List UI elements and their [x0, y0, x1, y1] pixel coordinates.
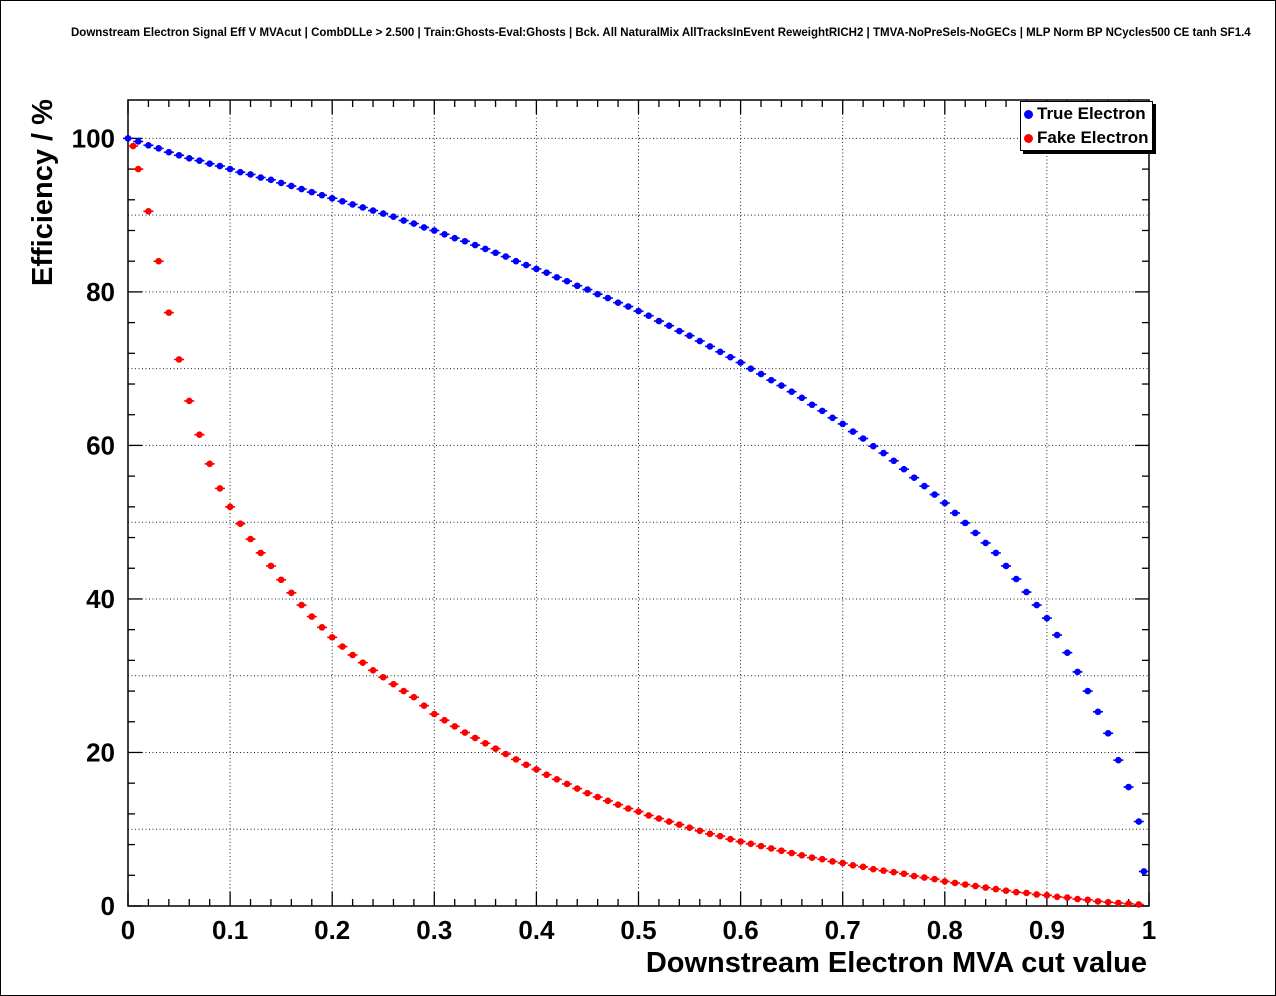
- svg-text:1: 1: [1142, 915, 1156, 945]
- svg-text:60: 60: [86, 430, 115, 460]
- svg-text:80: 80: [86, 277, 115, 307]
- legend: True Electron Fake Electron: [1020, 101, 1153, 151]
- svg-text:0.8: 0.8: [927, 915, 963, 945]
- svg-text:0.3: 0.3: [416, 915, 452, 945]
- svg-text:0.4: 0.4: [518, 915, 555, 945]
- series-true-electron: [123, 135, 1149, 875]
- tick-labels: 0 0.1 0.2 0.3 0.4 0.5 0.6 0.7 0.8 0.9 1 0 20 40 60 80 10…: [72, 123, 1157, 945]
- svg-text:0.1: 0.1: [212, 915, 248, 945]
- series-fake-electron: [128, 142, 1144, 908]
- svg-text:20: 20: [86, 737, 115, 767]
- svg-text:0: 0: [121, 915, 135, 945]
- svg-text:0.6: 0.6: [723, 915, 759, 945]
- legend-label-true-electron: True Electron: [1037, 104, 1146, 123]
- svg-text:40: 40: [86, 584, 115, 614]
- axis-ticks: [127, 100, 1150, 907]
- x-axis-title: Downstream Electron MVA cut value: [645, 947, 1147, 979]
- true-electron-marker-icon: [1024, 109, 1033, 119]
- fake-electron-marker-icon: [1024, 133, 1033, 143]
- svg-text:100: 100: [72, 123, 115, 153]
- svg-text:0.9: 0.9: [1029, 915, 1065, 945]
- svg-text:0.7: 0.7: [825, 915, 861, 945]
- legend-label-fake-electron: Fake Electron: [1037, 128, 1149, 147]
- svg-text:0: 0: [101, 891, 115, 921]
- plot-title: Downstream Electron Signal Eff V MVAcut …: [71, 27, 1251, 39]
- legend-item-true-electron: True Electron: [1021, 102, 1152, 126]
- legend-item-fake-electron: Fake Electron: [1021, 126, 1152, 150]
- svg-text:0.5: 0.5: [620, 915, 656, 945]
- svg-text:0.2: 0.2: [314, 915, 350, 945]
- gridlines: [128, 100, 1149, 906]
